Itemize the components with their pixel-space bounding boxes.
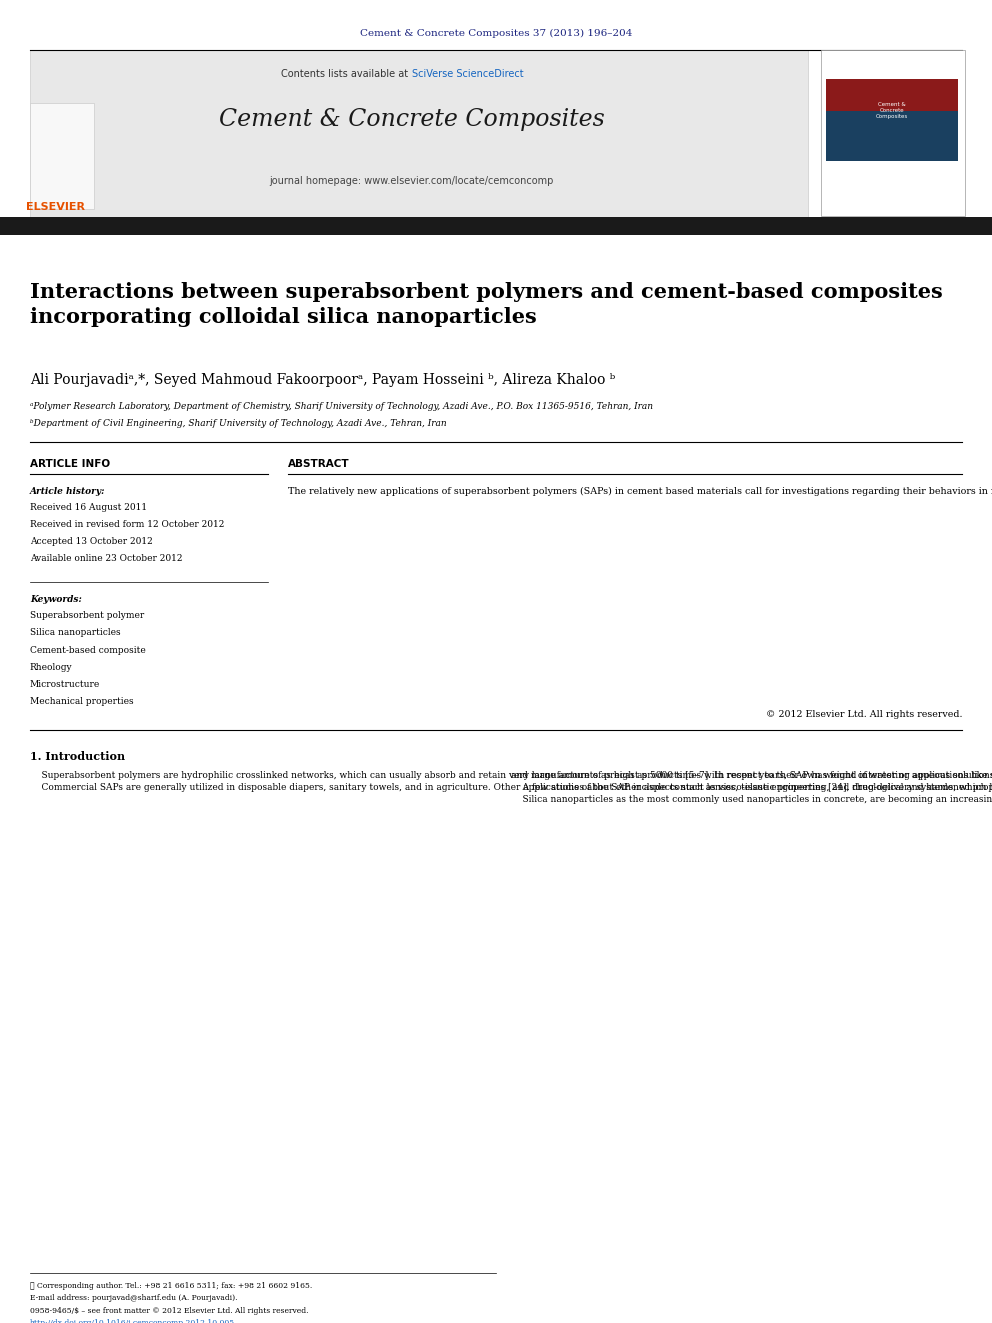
Text: Received in revised form 12 October 2012: Received in revised form 12 October 2012 [30,520,224,529]
Text: Superabsorbent polymer: Superabsorbent polymer [30,611,144,620]
Text: 1. Introduction: 1. Introduction [30,751,125,762]
FancyBboxPatch shape [30,50,808,218]
Text: Accepted 13 October 2012: Accepted 13 October 2012 [30,537,153,546]
Text: ᵃPolymer Research Laboratory, Department of Chemistry, Sharif University of Tech: ᵃPolymer Research Laboratory, Department… [30,402,653,411]
FancyBboxPatch shape [821,50,965,216]
Text: Interactions between superabsorbent polymers and cement-based composites
incorpo: Interactions between superabsorbent poly… [30,282,942,327]
Text: ABSTRACT: ABSTRACT [288,459,349,470]
Text: Contents lists available at: Contents lists available at [282,69,412,79]
Text: Microstructure: Microstructure [30,680,100,689]
FancyBboxPatch shape [826,111,958,161]
FancyBboxPatch shape [30,103,94,209]
Text: Cement & Concrete Composites 37 (2013) 196–204: Cement & Concrete Composites 37 (2013) 1… [360,29,632,38]
Text: ᵇDepartment of Civil Engineering, Sharif University of Technology, Azadi Ave., T: ᵇDepartment of Civil Engineering, Sharif… [30,419,446,429]
Text: Silica nanoparticles: Silica nanoparticles [30,628,120,638]
Text: Superabsorbent polymers are hydrophilic crosslinked networks, which can usually : Superabsorbent polymers are hydrophilic … [30,771,992,792]
Text: Available online 23 October 2012: Available online 23 October 2012 [30,554,183,564]
Text: http://dx.doi.org/10.1016/j.cemconcomp.2012.10.005: http://dx.doi.org/10.1016/j.cemconcomp.2… [30,1319,235,1323]
Text: Cement &
Concrete
Composites: Cement & Concrete Composites [876,102,908,119]
Text: and manufacture of precast products [5–7]. In recent years, SAP has found intere: and manufacture of precast products [5–7… [511,771,992,804]
Text: ★ Corresponding author. Tel.: +98 21 6616 5311; fax: +98 21 6602 9165.: ★ Corresponding author. Tel.: +98 21 661… [30,1282,312,1290]
Text: Cement & Concrete Composites: Cement & Concrete Composites [219,108,604,131]
FancyBboxPatch shape [0,217,992,235]
Text: E-mail address: pourjavad@sharif.edu (A. Pourjavadi).: E-mail address: pourjavad@sharif.edu (A.… [30,1294,237,1302]
Text: Article history:: Article history: [30,487,105,496]
Text: Ali Pourjavadiᵃ,*, Seyed Mahmoud Fakoorpoorᵃ, Payam Hosseini ᵇ, Alireza Khaloo ᵇ: Ali Pourjavadiᵃ,*, Seyed Mahmoud Fakoorp… [30,373,615,388]
Text: Cement-based composite: Cement-based composite [30,646,146,655]
Text: journal homepage: www.elsevier.com/locate/cemconcomp: journal homepage: www.elsevier.com/locat… [270,176,554,187]
Text: ARTICLE INFO: ARTICLE INFO [30,459,110,470]
Text: © 2012 Elsevier Ltd. All rights reserved.: © 2012 Elsevier Ltd. All rights reserved… [766,710,962,720]
Text: Rheology: Rheology [30,663,72,672]
Text: Mechanical properties: Mechanical properties [30,697,133,706]
FancyBboxPatch shape [826,79,958,119]
Text: The relatively new applications of superabsorbent polymers (SAPs) in cement base: The relatively new applications of super… [288,487,992,496]
Text: Received 16 August 2011: Received 16 August 2011 [30,503,147,512]
Text: 0958-9465/$ – see front matter © 2012 Elsevier Ltd. All rights reserved.: 0958-9465/$ – see front matter © 2012 El… [30,1307,309,1315]
Text: ELSEVIER: ELSEVIER [26,202,85,213]
Text: Keywords:: Keywords: [30,595,81,605]
Text: SciVerse ScienceDirect: SciVerse ScienceDirect [412,69,524,79]
